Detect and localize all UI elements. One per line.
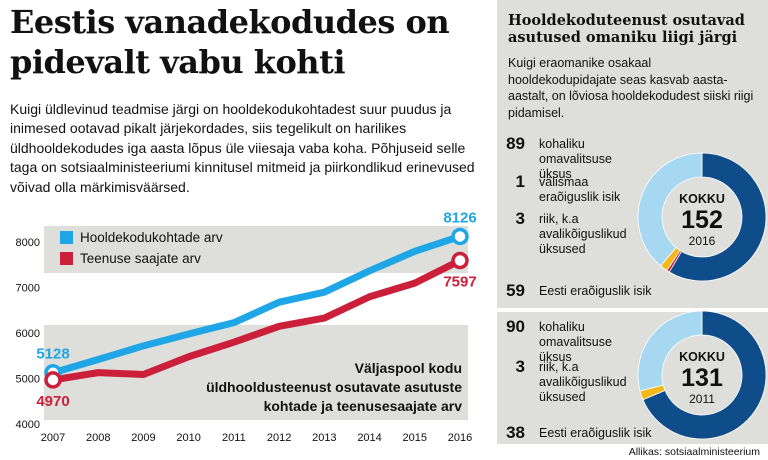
x-tick-label: 2011 xyxy=(222,432,246,444)
x-tick-label: 2008 xyxy=(86,432,110,444)
label-kov-2011: kohaliku omavalitsuse üksus xyxy=(539,320,612,364)
point-label: 8126 xyxy=(443,209,476,226)
x-tick-label: 2009 xyxy=(131,432,155,444)
donut-total: 152 xyxy=(681,206,723,234)
label-private-2011: Eesti eraõiguslik isik xyxy=(539,426,652,440)
x-tick-label: 2007 xyxy=(41,432,65,444)
y-tick-label: 7000 xyxy=(16,283,40,295)
chart-annotation-line: kohtade ja teenusesaajate arv xyxy=(264,398,463,414)
chart-band-upper xyxy=(44,226,468,273)
donut-slice-4 xyxy=(637,152,703,267)
y-tick-label: 8000 xyxy=(16,237,40,249)
count-state-2016: 3 xyxy=(515,209,525,228)
series-endpoint-marker xyxy=(451,251,469,270)
donut-slice-3 xyxy=(637,310,703,392)
headline: Eestis vanadekodudes on pidevalt vabu ko… xyxy=(10,3,450,81)
panel-description: Kuigi eraomanike osakaal hooldekodupidaj… xyxy=(508,56,754,120)
count-private-2016: 59 xyxy=(506,281,525,300)
line-chart: 4000 5000 6000 7000 8000 2007 2008 2009 2010 2011… xyxy=(16,209,477,444)
donut-year: 2011 xyxy=(689,392,715,406)
chart-annotation-line: üldhooldusteenust osutavate asutuste xyxy=(206,379,462,395)
series-endpoint-marker xyxy=(44,371,62,389)
label-state-2016: riik, k.a avalikõiguslikud üksused xyxy=(539,212,627,256)
legend-swatch xyxy=(60,252,73,265)
x-tick-label: 2016 xyxy=(448,432,472,444)
x-tick-label: 2015 xyxy=(403,432,427,444)
series-line-2 xyxy=(49,257,464,384)
count-foreign-2016: 1 xyxy=(515,172,525,191)
label-private-2016: Eesti eraõiguslik isik xyxy=(539,284,652,298)
count-state-2011: 3 xyxy=(515,357,525,376)
x-tick-label: 2010 xyxy=(176,432,200,444)
x-tick-label: 2013 xyxy=(312,432,336,444)
donut-total: 131 xyxy=(681,364,723,392)
series-endpoint-marker xyxy=(451,227,469,246)
label-foreign-2016: välismaa eraõiguslik isik xyxy=(539,175,621,204)
y-tick-label: 5000 xyxy=(16,374,40,386)
y-tick-label: 4000 xyxy=(16,419,40,431)
donut-slice-1 xyxy=(642,310,767,440)
panel-2016: Hooldekoduteenust osutavad asutused oman… xyxy=(497,0,768,308)
series-line-1 xyxy=(49,232,464,377)
point-label: 5128 xyxy=(36,346,69,363)
intro-text: Kuigi üldlevinud teadmise järgi on hoold… xyxy=(10,101,475,195)
count-private-2011: 38 xyxy=(506,423,525,442)
panel-title: Hooldekoduteenust osutavad asutused oman… xyxy=(508,12,745,46)
x-tick-label: 2014 xyxy=(357,432,381,444)
x-tick-label: 2012 xyxy=(267,432,291,444)
legend-label: Teenuse saajate arv xyxy=(80,251,201,266)
panel-2011: KOKKU 131 2011 90 kohaliku omavalitsuse ük… xyxy=(497,310,768,444)
label-state-2011: riik, k.a avalikõiguslikud üksused xyxy=(539,360,627,404)
source-credit: Allikas: sotsiaalministeerium xyxy=(628,446,760,458)
count-kov-2016: 89 xyxy=(506,134,525,153)
donut-year: 2016 xyxy=(689,234,716,248)
donut-slice-1 xyxy=(668,152,767,282)
y-tick-label: 6000 xyxy=(16,328,40,340)
legend-swatch xyxy=(60,231,73,244)
label-kov-2016: kohaliku omavalitsuse üksus xyxy=(539,137,612,181)
chart-annotation-line: Väljaspool kodu xyxy=(355,360,462,376)
count-kov-2011: 90 xyxy=(506,317,525,336)
donut-center-label: KOKKU xyxy=(679,192,725,206)
legend-label: Hooldekodukohtade arv xyxy=(80,230,223,245)
point-label: 7597 xyxy=(443,274,476,291)
donut-center-label: KOKKU xyxy=(679,350,725,364)
point-label: 4970 xyxy=(36,393,69,410)
